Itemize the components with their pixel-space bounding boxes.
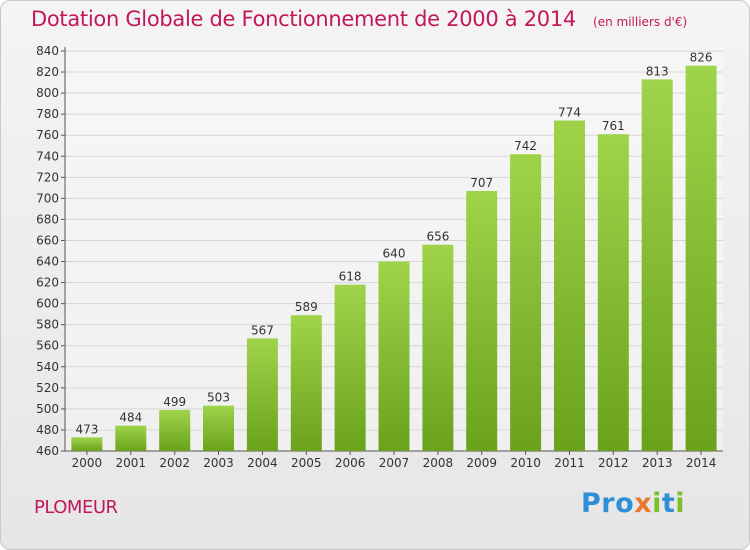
bar-2012: [597, 134, 629, 451]
x-tick-label-2001: 2001: [116, 456, 147, 470]
x-tick-label-2012: 2012: [598, 456, 629, 470]
brand-letter: P: [581, 488, 602, 519]
bar-2002: [159, 409, 191, 451]
y-tick-label: 600: [36, 297, 59, 311]
data-label-2013: 813: [646, 64, 669, 78]
bar-2004: [246, 338, 278, 451]
data-label-2005: 589: [295, 300, 318, 314]
data-label-2002: 499: [163, 395, 186, 409]
x-tick-label-2002: 2002: [159, 456, 190, 470]
y-tick-label: 620: [36, 276, 59, 290]
y-tick-label: 560: [36, 339, 59, 353]
data-label-2008: 656: [426, 230, 449, 244]
y-tick-label: 660: [36, 233, 59, 247]
x-tick-label-2009: 2009: [466, 456, 497, 470]
bar-2013: [641, 79, 673, 452]
brand-letter: x: [634, 488, 653, 519]
x-tick-label-2014: 2014: [686, 456, 717, 470]
y-tick-label: 640: [36, 255, 59, 269]
data-label-2000: 473: [75, 422, 98, 436]
y-tick-label: 800: [36, 86, 59, 100]
bar-2005: [290, 315, 322, 451]
y-tick-label: 500: [36, 402, 59, 416]
bar-2001: [115, 425, 147, 451]
data-label-2009: 707: [470, 176, 493, 190]
y-tick-label: 760: [36, 128, 59, 142]
x-tick-label-2006: 2006: [335, 456, 366, 470]
brand-letter: i: [652, 488, 662, 519]
x-tick-label-2005: 2005: [291, 456, 322, 470]
bar-2008: [422, 244, 454, 451]
proxiti-logo: Proxiti: [581, 488, 685, 519]
y-tick-label: 540: [36, 360, 59, 374]
y-tick-label: 820: [36, 65, 59, 79]
y-tick-label: 720: [36, 170, 59, 184]
brand-letter: r: [601, 488, 616, 519]
y-tick-label: 580: [36, 318, 59, 332]
x-tick-label-2010: 2010: [510, 456, 541, 470]
x-tick-label-2000: 2000: [72, 456, 103, 470]
y-tick-label: 700: [36, 191, 59, 205]
bar-2011: [554, 120, 585, 451]
data-label-2007: 640: [383, 247, 406, 261]
bar-2010: [510, 154, 542, 451]
y-tick-label: 520: [36, 381, 59, 395]
y-tick-label: 460: [36, 444, 59, 458]
bar-2014: [685, 65, 717, 451]
bar-2009: [466, 191, 498, 451]
bar-2003: [203, 405, 234, 451]
data-label-2003: 503: [207, 391, 230, 405]
chart-title: Dotation Globale de Fonctionnement de 20…: [31, 7, 576, 31]
x-tick-label-2011: 2011: [554, 456, 585, 470]
brand-letter: i: [675, 488, 686, 519]
bar-2007: [378, 261, 410, 451]
x-tick-label-2007: 2007: [379, 456, 410, 470]
bar-2000: [71, 437, 103, 451]
y-tick-label: 840: [36, 44, 59, 58]
data-label-2011: 774: [558, 106, 581, 120]
data-label-2006: 618: [339, 270, 362, 284]
data-label-2014: 826: [690, 51, 713, 65]
x-tick-label-2004: 2004: [247, 456, 278, 470]
brand-letter: o: [615, 488, 635, 519]
brand-letter: t: [661, 488, 676, 519]
data-label-2004: 567: [251, 323, 274, 337]
chart-subtitle: (en milliers d'€): [593, 15, 688, 29]
commune-name: PLOMEUR: [34, 497, 118, 518]
data-label-2012: 761: [602, 119, 625, 133]
bar-2006: [334, 284, 366, 451]
y-tick-label: 740: [36, 149, 59, 163]
y-tick-label: 480: [36, 423, 59, 437]
x-tick-label-2013: 2013: [642, 456, 673, 470]
title-row: Dotation Globale de Fonctionnement de 20…: [31, 7, 687, 31]
x-tick-label-2008: 2008: [423, 456, 454, 470]
y-tick-label: 680: [36, 212, 59, 226]
data-label-2010: 742: [514, 139, 537, 153]
y-tick-label: 780: [36, 107, 59, 121]
data-label-2001: 484: [119, 411, 142, 425]
x-tick-label-2003: 2003: [203, 456, 234, 470]
